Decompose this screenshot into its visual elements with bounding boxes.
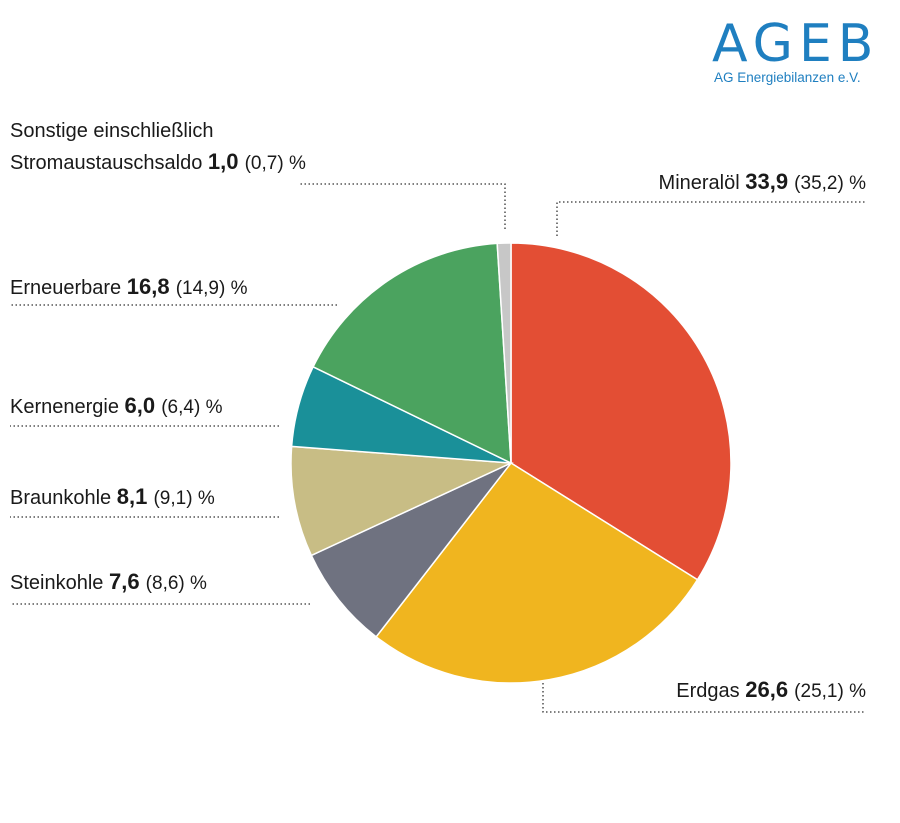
slice-unit-label: % [849,173,866,194]
logo-wordmark: AGEB [712,14,880,74]
slice-label-name: Stromaustauschsaldo [10,152,208,174]
slice-unit-label: % [849,681,866,702]
slice-label-braunkohle: Braunkohle 8,1 (9,1) % [10,484,215,509]
slice-previous-value-label: (35,2) [794,173,849,194]
slice-unit-label: % [231,278,248,299]
pie-slice-erdgas [375,462,699,684]
leader-line-erdgas [542,683,866,713]
slice-label-name-line-1: Sonstige einschließlich [10,120,213,142]
slice-previous-value-label: (6,4) [161,397,205,418]
slice-value-label: 16,8 [127,274,176,299]
slice-unit-label: % [206,397,223,418]
slice-label-erdgas: Erdgas 26,6 (25,1) % [676,677,866,702]
slice-previous-value-label: (0,7) [245,153,289,174]
slice-previous-value-label: (8,6) [146,573,190,594]
slice-value-label: 7,6 [109,569,146,594]
leader-line-mineral-l [556,201,866,236]
slice-value-label: 8,1 [117,484,154,509]
slice-unit-label: % [289,153,306,174]
pie-slice-mineral-l [510,242,732,581]
pie-slice-sonstige [496,242,512,464]
slice-label-name: Erneuerbare [10,277,127,299]
pie-slice-steinkohle [310,462,512,638]
pie-slice-braunkohle [290,445,514,557]
slice-previous-value-label: (9,1) [153,488,197,509]
leader-line-sonstige [300,183,506,229]
slice-label-name: Braunkohle [10,487,117,509]
slice-label-sonstige: Stromaustauschsaldo 1,0 (0,7) % [10,149,306,174]
slice-label-kernenergie: Kernenergie 6,0 (6,4) % [10,393,223,418]
logo-subtitle: AG Energiebilanzen e.V. [714,70,861,85]
slice-value-label: 26,6 [745,677,794,702]
slice-unit-label: % [190,573,207,594]
slice-label-name: Erdgas [676,680,745,702]
slice-unit-label: % [198,488,215,509]
slice-previous-value-label: (14,9) [176,278,231,299]
slice-label-erneuerbare: Erneuerbare 16,8 (14,9) % [10,274,248,299]
slice-label-name: Kernenergie [10,396,125,418]
slice-label-steinkohle: Steinkohle 7,6 (8,6) % [10,569,207,594]
slice-value-label: 6,0 [125,393,162,418]
ageb-logo: AGEB AG Energiebilanzen e.V. [712,18,882,86]
slice-label-name: Mineralöl [659,172,746,194]
slice-label-mineral-l: Mineralöl 33,9 (35,2) % [659,169,867,194]
slice-label-name: Steinkohle [10,572,109,594]
slice-previous-value-label: (25,1) [794,681,849,702]
slice-value-label: 1,0 [208,149,245,174]
slice-labels: Mineralöl 33,9 (35,2) %Erdgas 26,6 (25,1… [10,120,866,702]
pie-slice-erneuerbare [312,242,512,465]
slice-value-label: 33,9 [745,169,794,194]
pie-slices [290,242,732,684]
leader-lines [10,183,866,713]
